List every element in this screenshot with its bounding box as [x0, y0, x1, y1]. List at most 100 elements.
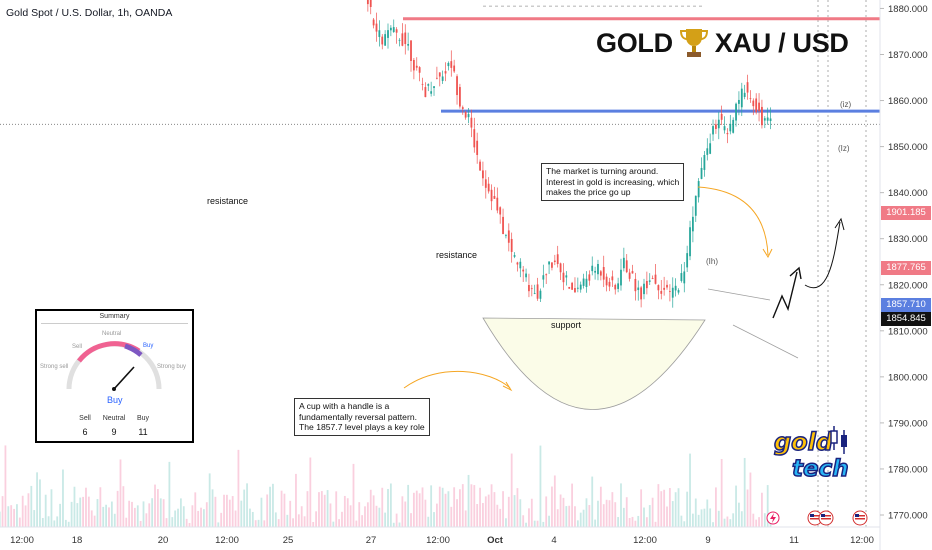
us-flag-event-icon[interactable] — [818, 510, 834, 526]
volume-bar — [194, 492, 197, 527]
candle-body — [666, 284, 668, 288]
volume-bar — [280, 490, 283, 527]
time-axis[interactable]: 12:00 18 20 12:00 25 27 12:00 Oct 4 12:00 9 11 12:00 — [10, 535, 874, 546]
volume-bar — [249, 508, 251, 527]
volume-bar — [355, 520, 358, 527]
candle-body — [389, 27, 392, 31]
dashed-level-label: (Iz) — [838, 144, 850, 153]
volume-bar — [389, 483, 392, 527]
volume-bar — [82, 496, 85, 527]
time-tick-label: 12:00 — [426, 535, 450, 546]
candle-body — [628, 272, 631, 279]
us-flag-event-icon[interactable] — [852, 510, 868, 526]
volume-bar — [766, 485, 769, 527]
volume-bar — [594, 519, 597, 527]
volume-bar — [464, 510, 467, 527]
volume-bar — [715, 487, 717, 527]
volume-bar — [622, 507, 625, 527]
volume-bar — [738, 502, 740, 527]
candle-body — [597, 263, 599, 275]
volume-bar — [706, 499, 709, 527]
volume-bar — [18, 517, 21, 527]
volume-bar — [139, 520, 142, 527]
volume-bar — [303, 516, 306, 527]
volume-bar — [41, 517, 44, 527]
lightning-icon[interactable] — [766, 511, 780, 525]
candle-body — [516, 262, 519, 265]
volume-bar — [763, 513, 766, 527]
volume-bar — [605, 499, 608, 527]
candle-body — [553, 260, 556, 262]
volume-bar — [568, 505, 571, 527]
candle-body — [743, 92, 746, 97]
volume-bar — [179, 498, 182, 527]
volume-bar — [200, 507, 202, 527]
volume-bar — [47, 516, 50, 527]
volume-bar — [309, 457, 312, 527]
volume-bar — [634, 520, 637, 527]
volume-bar — [407, 484, 410, 527]
candle-body — [735, 103, 737, 121]
candle-body — [510, 238, 513, 252]
time-tick-label: 18 — [72, 535, 83, 546]
candle-body — [410, 40, 412, 61]
volume-bar — [620, 483, 622, 527]
volume-bar — [717, 510, 720, 527]
candle-body — [571, 282, 573, 290]
candle-body — [686, 253, 689, 268]
candle-body — [559, 263, 562, 273]
volume-bar — [548, 515, 550, 527]
volume-bar — [102, 506, 105, 527]
volume-bar — [191, 505, 194, 527]
candle-body — [599, 271, 602, 276]
candle-body — [617, 283, 620, 289]
candle-body — [766, 117, 769, 121]
volume-bar — [487, 494, 490, 527]
candle-body — [752, 100, 755, 107]
volume-bar — [591, 476, 594, 527]
price-axis[interactable]: 1990.0001980.0001970.0001960.0001950.000… — [880, 0, 928, 522]
us-flag-event-icon[interactable] — [807, 510, 823, 526]
support-label: support — [551, 320, 582, 330]
candle-body — [562, 272, 565, 283]
volume-bar — [502, 491, 504, 527]
volume-bar — [444, 493, 447, 527]
candle-body — [715, 124, 717, 129]
volume-bar — [372, 495, 375, 527]
volume-bar — [156, 489, 159, 527]
candle-body — [496, 197, 499, 211]
volume-bar — [128, 500, 131, 527]
volume-bar — [441, 487, 444, 527]
price-tick-label: 1850.000 — [888, 142, 928, 153]
volume-bar — [159, 498, 162, 527]
volume-bar — [30, 485, 33, 527]
candle-body — [453, 65, 456, 72]
candle-body — [738, 99, 740, 104]
volume-bar — [168, 461, 171, 527]
volume-bar — [44, 494, 47, 527]
candle-body — [755, 98, 758, 113]
candlesticks — [366, 0, 772, 308]
time-tick-label: 4 — [551, 535, 556, 546]
price-tick-label: 1880.000 — [888, 4, 928, 15]
candle-body — [548, 261, 550, 265]
volume-bars — [0, 445, 772, 527]
volume-bar — [625, 497, 628, 527]
technical-summary-panel[interactable]: Summary Strong sell Sell Neutral Buy Str… — [35, 309, 194, 443]
volume-bar — [645, 517, 648, 527]
volume-bar — [165, 518, 168, 527]
volume-bar — [588, 505, 591, 527]
price-tick-label: 1870.000 — [888, 50, 928, 61]
volume-bar — [585, 498, 588, 527]
candle-body — [585, 278, 588, 287]
candle-body — [536, 284, 539, 299]
volume-bar — [582, 509, 585, 527]
volume-bar — [453, 487, 456, 527]
volume-bar — [438, 486, 441, 527]
candle-body — [433, 86, 435, 89]
volume-bar — [513, 495, 516, 527]
volume-bar — [387, 488, 389, 527]
candle-body — [467, 114, 470, 118]
candle-body — [579, 284, 582, 290]
